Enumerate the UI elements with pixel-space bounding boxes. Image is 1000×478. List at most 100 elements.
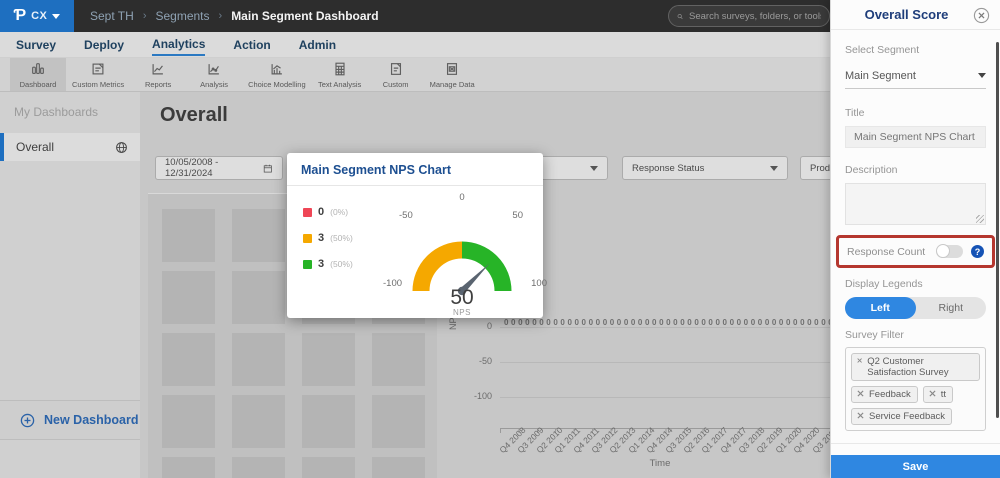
text-analysis-icon <box>335 62 345 76</box>
plus-circle-icon <box>20 413 35 427</box>
gauge-pivot <box>457 286 467 296</box>
product-name: CX <box>31 10 48 22</box>
menu-admin[interactable]: Admin <box>298 38 337 52</box>
remove-tag-icon[interactable] <box>929 390 936 397</box>
brand-logo[interactable]: Ƥ CX <box>0 0 74 32</box>
panel-scrollbar[interactable] <box>996 42 999 418</box>
survey-tag: Service Feedback <box>851 408 953 425</box>
legend-swatch-orange <box>303 233 312 243</box>
remove-tag-icon[interactable] <box>857 390 864 397</box>
x-axis-tick-label: Q4 2008 <box>497 424 528 456</box>
remove-tag-icon[interactable] <box>857 412 864 419</box>
tool-custom[interactable]: Custom <box>368 58 424 91</box>
reports-icon <box>152 64 163 75</box>
remove-tag-icon[interactable] <box>857 357 862 364</box>
x-axis-ticks <box>500 429 832 433</box>
data-point-labels: 0000000000000000000000000000000000000000… <box>504 318 832 327</box>
gauge-value: 50 <box>450 286 474 309</box>
nps-gauge: 0 -50 50 -100 100 50 NPS <box>383 192 547 319</box>
globe-icon <box>116 141 127 153</box>
chevron-down-icon <box>770 165 778 171</box>
gauge-needle <box>459 263 490 294</box>
gridline <box>500 327 830 328</box>
y-tick-0: 0 <box>486 321 492 331</box>
resize-handle[interactable] <box>976 215 984 223</box>
tool-reports[interactable]: Reports <box>130 58 186 91</box>
calendar-icon <box>264 164 273 172</box>
chevron-down-icon <box>978 73 986 78</box>
gauge-unit: NPS <box>453 308 471 317</box>
dashboards-sidebar: My Dashboards Overall New Dashboard <box>0 92 140 478</box>
legend-left-option[interactable]: Left <box>845 297 916 319</box>
legend-position-toggle: Left Right <box>845 297 986 319</box>
chevron-down-icon <box>590 165 598 171</box>
response-count-toggle[interactable] <box>936 244 963 258</box>
description-textarea[interactable] <box>845 183 986 225</box>
tool-analysis[interactable]: Analysis <box>186 58 242 91</box>
tool-manage-data[interactable]: Manage Data <box>424 58 481 91</box>
date-range-picker[interactable]: 10/05/2008 - 12/31/2024 <box>155 156 283 180</box>
title-label: Title <box>845 107 865 119</box>
breadcrumb: Sept TH › Segments › Main Segment Dashbo… <box>90 9 379 23</box>
response-count-label: Response Count <box>847 245 926 258</box>
sidebar-header: My Dashboards <box>14 105 99 119</box>
save-button[interactable]: Save <box>831 455 1000 478</box>
dashboard-icon <box>32 63 44 75</box>
menu-action[interactable]: Action <box>233 38 271 52</box>
gauge-arc <box>412 241 512 296</box>
breadcrumb-segments[interactable]: Segments <box>155 9 210 23</box>
segment-select[interactable]: Main Segment <box>845 63 986 89</box>
legend-swatch-green <box>303 259 312 269</box>
tool-choice-modelling[interactable]: Choice Modelling <box>242 58 312 91</box>
new-dashboard-button[interactable]: New Dashboard <box>0 400 140 440</box>
title-input[interactable] <box>845 126 986 148</box>
menu-deploy[interactable]: Deploy <box>84 38 125 52</box>
sidebar-item-overall[interactable]: Overall <box>0 133 140 161</box>
global-search[interactable] <box>668 5 830 27</box>
legend-detractors: 0 (0%) <box>303 206 383 218</box>
select-segment-label: Select Segment <box>845 44 920 56</box>
help-icon[interactable]: ? <box>971 245 984 258</box>
nps-gauge-popup: Main Segment NPS Chart 0 (0%) 3 (50%) 3 … <box>287 153 547 319</box>
manage-data-icon <box>447 63 458 75</box>
panel-title: Overall Score <box>864 7 949 22</box>
breadcrumb-current: Main Segment Dashboard <box>231 9 379 23</box>
survey-filter-label: Survey Filter <box>845 329 904 341</box>
description-label: Description <box>845 164 898 176</box>
legend-promoters: 3 (50%) <box>303 258 383 270</box>
tool-text-analysis[interactable]: Text Analysis <box>312 58 368 91</box>
questionpro-logo-icon: Ƥ <box>13 7 27 24</box>
close-icon[interactable] <box>973 7 990 29</box>
response-status-dropdown[interactable]: Response Status <box>622 156 788 180</box>
gridline <box>500 362 830 363</box>
popup-title: Main Segment NPS Chart <box>287 153 543 186</box>
search-input[interactable] <box>689 10 821 22</box>
tool-dashboard[interactable]: Dashboard <box>10 58 66 91</box>
survey-filter-box[interactable]: Q2 Customer Satisfaction Survey Feedback… <box>845 347 986 431</box>
gauge-legend: 0 (0%) 3 (50%) 3 (50%) <box>287 186 383 319</box>
response-count-highlight: Response Count ? <box>836 235 995 268</box>
y-tick-neg50: -50 <box>478 356 492 366</box>
legend-right-option[interactable]: Right <box>938 302 963 314</box>
custom-icon <box>390 63 401 75</box>
x-axis-labels: Q4 2008 Q3 2009 Q2 2010 Q1 2011 Q4 2011 Q3 20… <box>492 425 840 455</box>
gauge-tick-neg50: -50 <box>399 210 413 221</box>
gauge-tick-100: 100 <box>531 278 547 289</box>
gauge-tick-neg100: -100 <box>383 278 403 289</box>
breadcrumb-separator: › <box>142 10 147 22</box>
survey-tag: Q2 Customer Satisfaction Survey <box>851 353 980 381</box>
breadcrumb-workspace[interactable]: Sept TH <box>90 9 134 23</box>
y-tick-neg100: -100 <box>473 391 492 401</box>
display-legends-label: Display Legends <box>845 278 923 290</box>
x-axis-title: Time <box>649 458 671 469</box>
menu-survey[interactable]: Survey <box>16 38 57 52</box>
section-divider <box>831 443 1000 444</box>
choice-modelling-icon <box>271 64 282 75</box>
tool-custom-metrics[interactable]: Custom Metrics <box>66 58 130 91</box>
custom-metrics-icon <box>92 63 104 75</box>
legend-swatch-red <box>303 207 312 217</box>
menu-analytics[interactable]: Analytics <box>152 33 206 56</box>
overall-score-panel: Overall Score Select Segment Main Segmen… <box>830 0 1000 478</box>
legend-passives: 3 (50%) <box>303 232 383 244</box>
